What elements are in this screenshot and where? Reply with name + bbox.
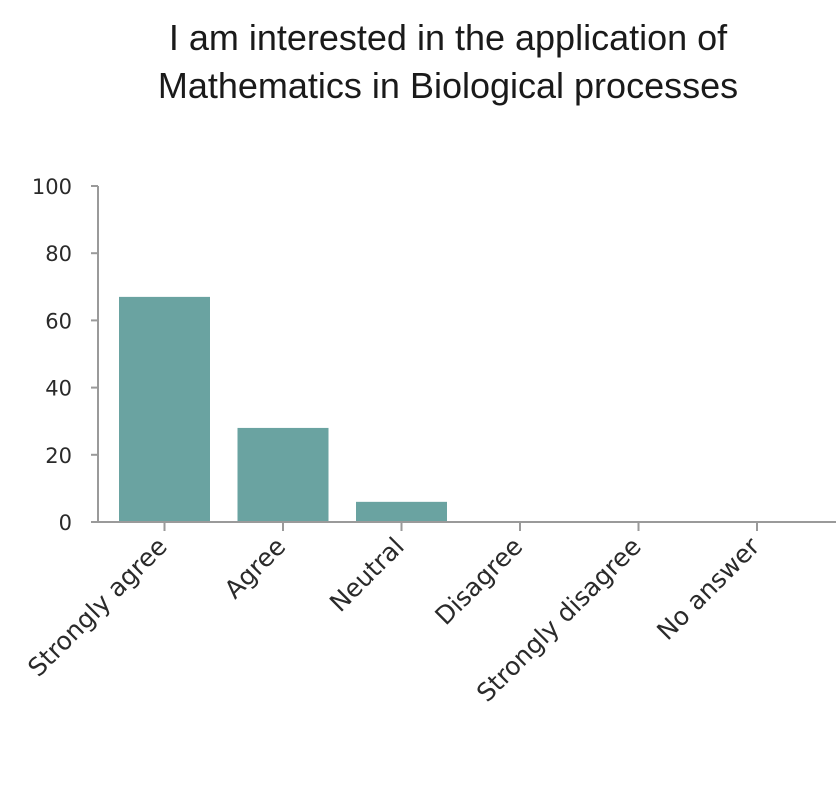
x-axis-ticks: Strongly agree Agree Neutral DisagreeStrong… (22, 522, 766, 708)
x-tick-label: No answer (651, 531, 766, 646)
bar (119, 296, 210, 522)
bar (356, 501, 447, 522)
y-tick-label: 0 (59, 511, 72, 535)
chart-title-line-2: Mathematics in Biological processes (157, 65, 739, 106)
x-tick-label: Disagree (429, 532, 528, 631)
y-axis-ticks: 0 20 40 60 80 100 (32, 175, 98, 535)
y-tick-label: 100 (32, 175, 72, 199)
x-tick-label: Neutral (324, 532, 410, 618)
y-tick-label: 20 (45, 444, 72, 468)
chart-title-line-1: I am interested in the application of (168, 17, 728, 58)
bars (119, 296, 447, 522)
x-tick-label: Agree (219, 532, 291, 604)
bar (237, 427, 329, 522)
x-tick-label: Strongly agree (22, 532, 172, 682)
y-tick-label: 40 (45, 377, 72, 401)
y-tick-label: 80 (45, 242, 72, 266)
chart-title: I am interested in the application of Ma… (60, 14, 836, 110)
y-tick-label: 60 (45, 309, 72, 333)
